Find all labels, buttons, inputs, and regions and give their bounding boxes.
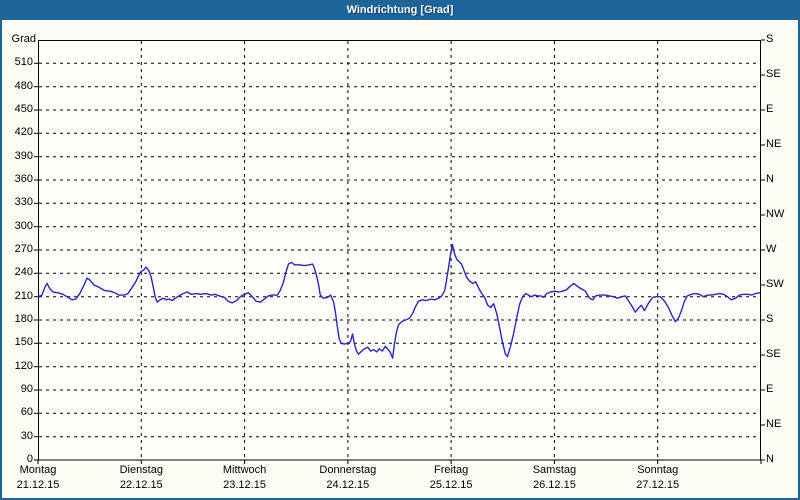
window-title: Windrichtung [Grad] xyxy=(346,4,454,16)
wind-direction-series xyxy=(37,243,761,359)
window-titlebar[interactable]: Windrichtung [Grad] xyxy=(0,0,800,20)
